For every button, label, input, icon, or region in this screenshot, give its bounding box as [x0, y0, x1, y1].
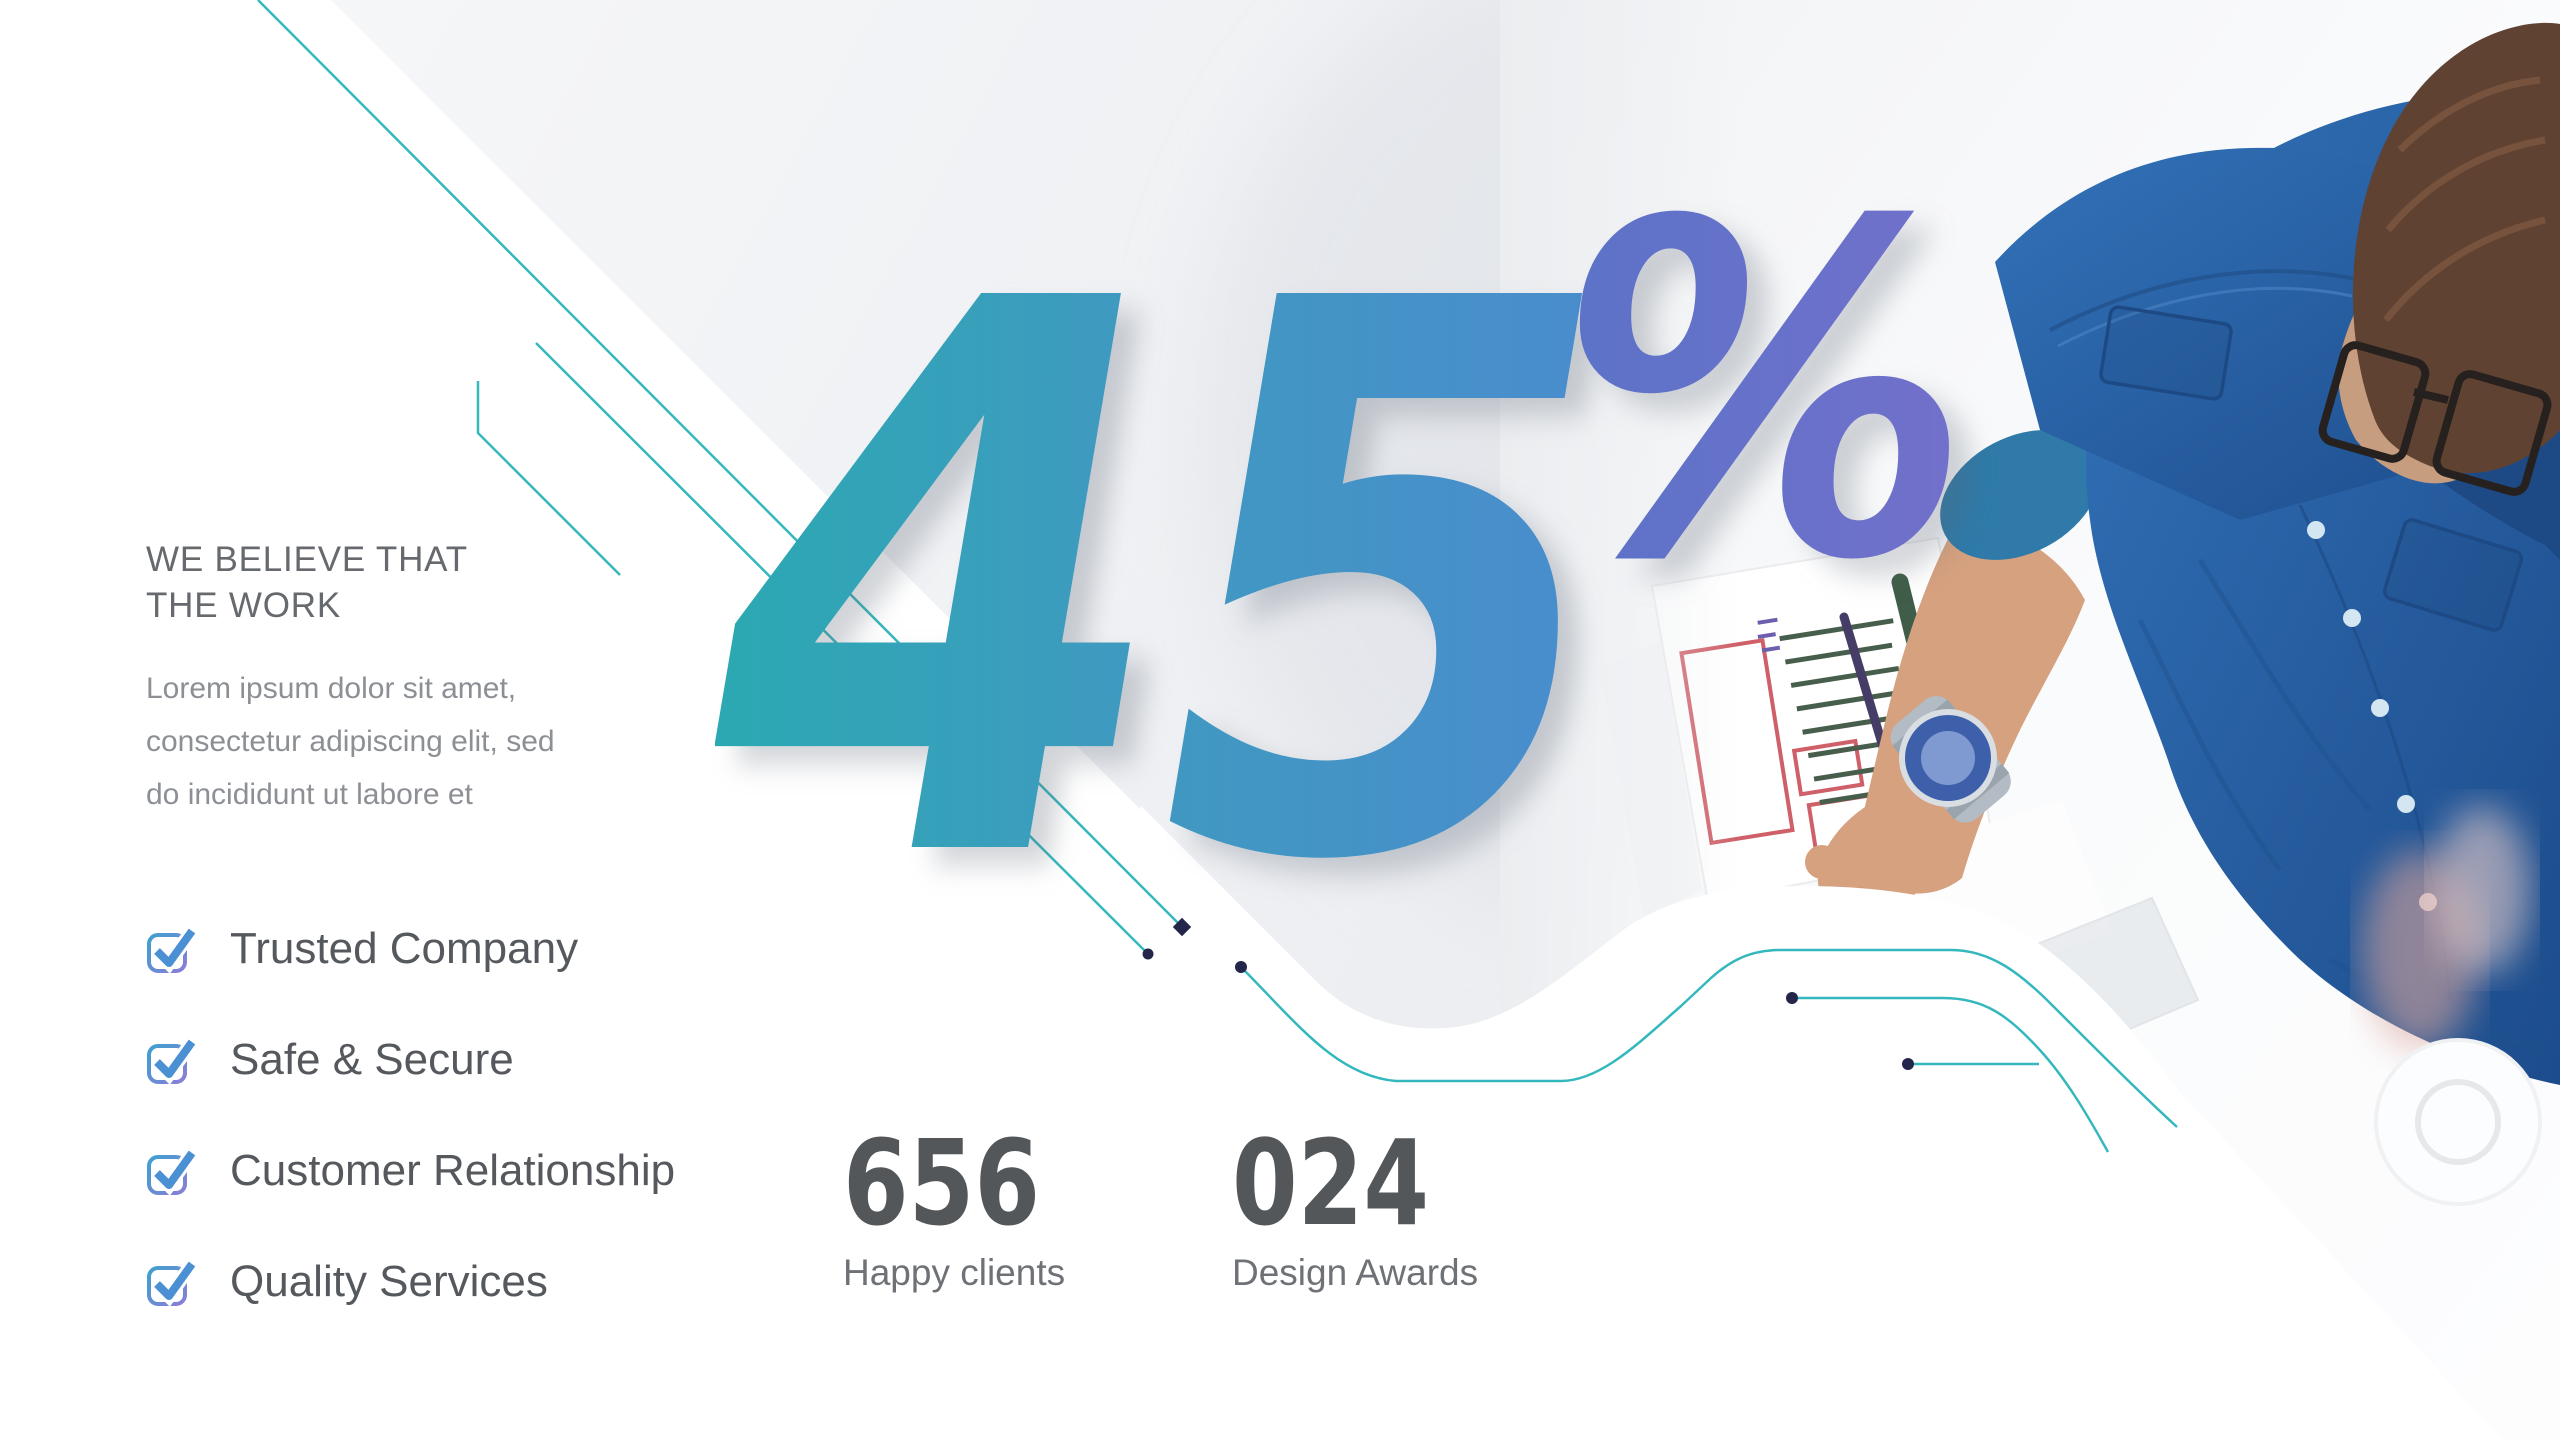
glasses-icon — [2318, 341, 2552, 496]
checklist-item-label: Customer Relationship — [230, 1146, 676, 1195]
intro-heading: WE BELIEVE THAT THE WORK — [146, 537, 468, 629]
purple-scribble — [1757, 617, 1781, 653]
hero-value: 45 — [715, 143, 1616, 1027]
intro-heading-line2: THE WORK — [146, 586, 342, 625]
finger — [1805, 845, 1839, 879]
checklist-item-trusted-company[interactable]: Trusted Company — [144, 922, 675, 976]
stat-label: Happy clients — [843, 1252, 1066, 1293]
diamond-dot — [1172, 917, 1192, 937]
saucer-ring — [2415, 1079, 2501, 1165]
yoke-stitch — [2057, 286, 2353, 348]
intro-body-line2: consectetur adipiscing elit, sed — [146, 725, 555, 758]
rolled-sleeve-cuff — [1940, 430, 2100, 560]
blurred-cup — [2434, 806, 2530, 974]
checked-checkbox-icon — [147, 1148, 198, 1196]
yoke-seam — [2049, 269, 2361, 332]
teal-decorative-lines — [257, 0, 2178, 1153]
intro-body-line1: Lorem ipsum dolor sit amet, — [146, 672, 517, 705]
line-end-dots — [1142, 917, 1914, 1070]
checklist-item-quality-services[interactable]: Quality Services — [144, 1255, 675, 1309]
diagonal-line-short — [476, 381, 621, 576]
percent-symbol: % — [1557, 126, 1972, 661]
intro-heading-line1: WE BELIEVE THAT — [146, 540, 468, 579]
stat-happy-clients: 656 Happy clients — [843, 1124, 1089, 1294]
checked-checkbox-icon — [147, 1037, 198, 1085]
saucer — [2374, 1038, 2542, 1206]
wave-outline-line — [1240, 948, 2178, 1128]
intro-body-line3: do incididunt ut labore et — [146, 778, 473, 811]
checklist-item-label: Quality Services — [230, 1257, 548, 1306]
white-wave-shape — [980, 806, 2503, 1440]
checked-checkbox-icon — [147, 926, 198, 974]
callout-line-upper — [1792, 996, 2110, 1153]
checklist-item-safe-secure[interactable]: Safe & Secure — [144, 1033, 675, 1087]
chest-pockets — [2099, 305, 2524, 632]
intro-body: Lorem ipsum dolor sit amet, consectetur … — [146, 662, 555, 821]
hair-highlights — [2383, 76, 2546, 323]
watch-face-glint — [1921, 731, 1975, 785]
stat-label: Design Awards — [1232, 1252, 1479, 1293]
stat-value: 024 — [1232, 1114, 1430, 1252]
diagonal-line-main — [257, 0, 1183, 928]
checklist-item-label: Trusted Company — [230, 924, 579, 973]
checklist-item-customer-relationship[interactable]: Customer Relationship — [144, 1144, 675, 1198]
diagonal-line-secondary — [535, 342, 1149, 955]
stat-value: 656 — [843, 1114, 1041, 1252]
stat-design-awards: 024 Design Awards — [1232, 1124, 1478, 1294]
checklist-item-label: Safe & Secure — [230, 1035, 514, 1084]
checked-checkbox-icon — [147, 1259, 198, 1307]
feature-checklist: Trusted Company Safe & Secure Customer R… — [144, 922, 675, 1366]
